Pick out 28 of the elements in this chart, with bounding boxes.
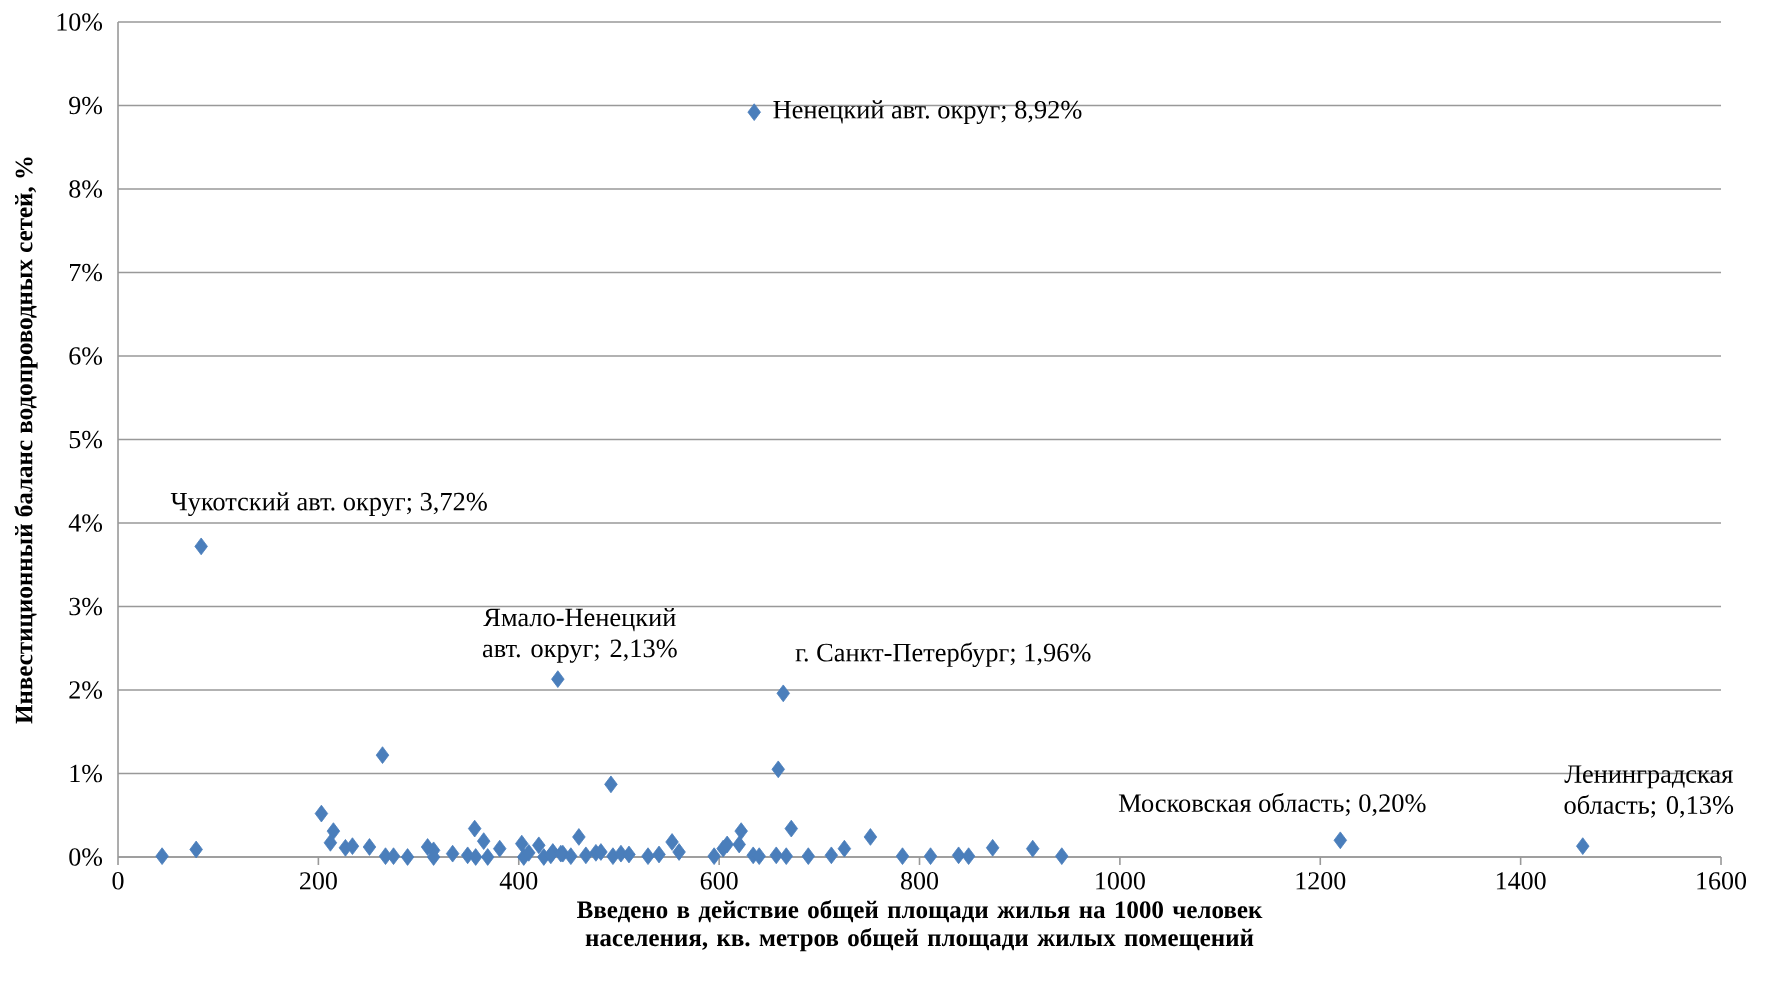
annotation: г. Санкт-Петербург; 1,96%	[795, 642, 1091, 667]
x-tick-label: 200	[300, 872, 337, 890]
annotation: Московская область; 0,20%	[1118, 792, 1426, 816]
y-tick-label: 1%	[70, 764, 103, 783]
y-tick-label: 6%	[69, 347, 103, 365]
x-tick-label: 600	[700, 872, 738, 890]
x-tick-label: 800	[901, 872, 939, 890]
annotation: Ленинградская область; 0,13%	[1564, 765, 1734, 818]
y-tick-label: 2%	[69, 681, 103, 699]
y-tick-label: 7%	[70, 263, 103, 282]
y-tick-label: 5%	[69, 430, 103, 449]
x-tick-label: 1200	[1296, 872, 1346, 890]
y-tick-label: 4%	[68, 514, 103, 532]
x-tick-label: 1600	[1697, 872, 1747, 890]
x-tick-label: 400	[499, 872, 538, 890]
x-axis-title: Введено в действие общей площади жилья на 1000 человек населения, кв. метров общей площади жилых помещений	[577, 900, 1263, 952]
x-tick-label: 1000	[1096, 872, 1145, 890]
y-tick-label: 3%	[69, 597, 103, 616]
y-tick-label: 10%	[57, 13, 103, 31]
y-tick-label: 8%	[69, 180, 103, 198]
y-tick-label: 0%	[69, 848, 103, 866]
y-axis-title: Инвестиционный баланс водопроводных сетей, %	[14, 157, 38, 724]
annotation: Чукотский авт. округ; 3,72%	[170, 492, 487, 516]
y-tick-label: 9%	[69, 96, 103, 115]
x-tick-label: 0	[112, 872, 124, 890]
annotation: Ямало-Ненецкий авт. округ; 2,13%	[482, 607, 677, 663]
x-tick-label: 1400	[1496, 872, 1546, 890]
annotation: Ненецкий авт. округ; 8,92%	[773, 100, 1082, 125]
